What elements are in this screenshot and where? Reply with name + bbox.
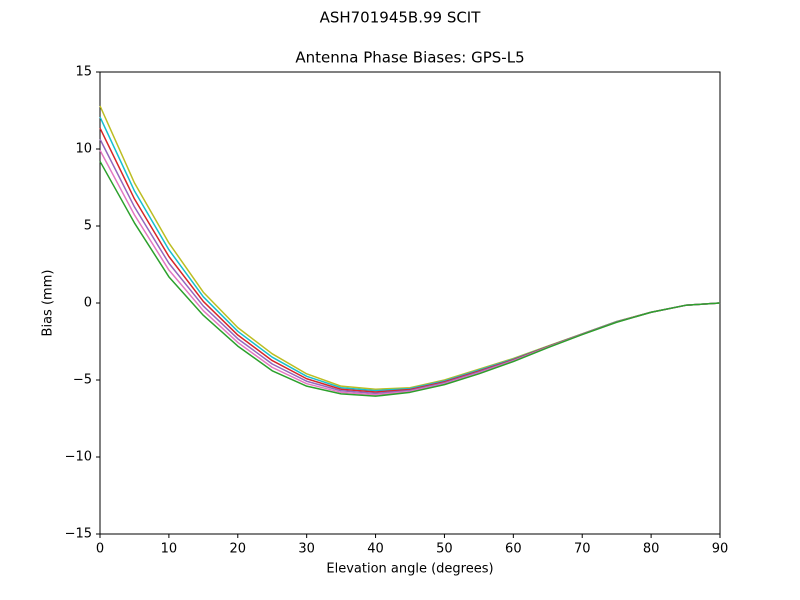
y-tick-label: 5 <box>84 219 92 234</box>
y-tick-label: −5 <box>73 373 92 388</box>
y-tick-label: −15 <box>65 527 92 542</box>
data-line <box>99 105 721 390</box>
x-tick-label: 70 <box>574 542 591 557</box>
y-tick-label: 0 <box>84 296 92 311</box>
x-tick-label: 0 <box>96 542 104 557</box>
chart-title: Antenna Phase Biases: GPS-L5 <box>295 49 524 67</box>
y-tick-label: −10 <box>65 450 92 465</box>
x-tick-label: 10 <box>161 542 178 557</box>
x-tick-label: 60 <box>505 542 522 557</box>
data-line <box>99 127 721 393</box>
y-tick-label: 15 <box>75 65 92 80</box>
x-tick-label: 90 <box>712 542 729 557</box>
x-tick-label: 50 <box>436 542 453 557</box>
x-tick-label: 80 <box>643 542 660 557</box>
data-line <box>99 138 721 395</box>
x-axis-label: Elevation angle (degrees) <box>326 562 493 577</box>
x-tick-label: 30 <box>298 542 315 557</box>
data-line <box>99 160 721 397</box>
x-tick-label: 40 <box>367 542 384 557</box>
y-tick-label: 10 <box>75 142 92 157</box>
data-line <box>99 116 721 392</box>
suptitle: ASH701945B.99 SCIT <box>320 9 482 27</box>
data-line <box>99 149 721 396</box>
x-tick-label: 20 <box>230 542 247 557</box>
y-axis-label: Bias (mm) <box>41 270 56 337</box>
